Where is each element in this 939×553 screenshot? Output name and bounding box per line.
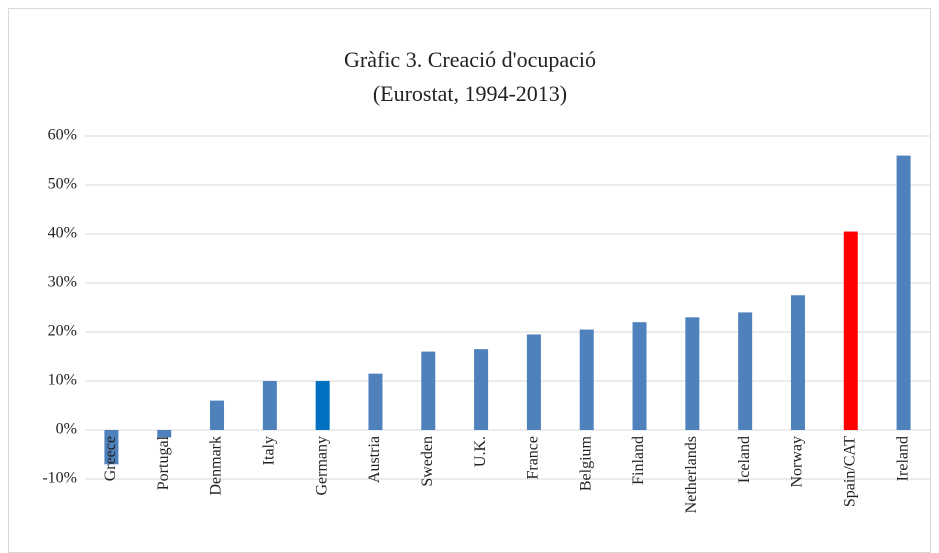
- y-tick-label: 30%: [48, 274, 77, 291]
- x-tick-label: Greece: [102, 436, 119, 481]
- chart-subtitle: (Eurostat, 1994-2013): [373, 81, 567, 106]
- y-tick-label: 50%: [48, 176, 77, 193]
- x-tick-label: France: [525, 436, 542, 480]
- bar: [790, 295, 805, 430]
- y-tick-label: -10%: [42, 470, 77, 487]
- x-tick-label: Netherlands: [683, 436, 700, 513]
- x-tick-label: Iceland: [736, 436, 753, 483]
- bar: [368, 373, 383, 430]
- bar: [104, 430, 119, 465]
- x-tick-label: Ireland: [894, 436, 911, 481]
- y-tick-label: 40%: [48, 225, 77, 242]
- bar: [632, 322, 647, 430]
- y-tick-label: 20%: [48, 323, 77, 340]
- x-tick-label: Denmark: [208, 436, 225, 496]
- bar: [685, 317, 700, 430]
- bar: [843, 231, 858, 430]
- y-tick-label: 60%: [48, 127, 77, 144]
- x-tick-label: Finland: [630, 436, 647, 485]
- y-tick-label: 10%: [48, 372, 77, 389]
- x-tick-label: Austria: [366, 436, 383, 483]
- bar: [315, 381, 330, 430]
- chart-title: Gràfic 3. Creació d'ocupació: [344, 47, 596, 72]
- bar: [738, 312, 753, 430]
- bar: [474, 349, 489, 430]
- x-tick-label: Norway: [789, 436, 806, 488]
- x-tick-label: Belgium: [577, 435, 594, 491]
- chart-frame: [8, 8, 931, 553]
- x-tick-label: Spain/CAT: [841, 436, 858, 507]
- bar: [262, 381, 277, 430]
- x-tick-label: Portugal: [155, 435, 172, 490]
- x-tick-label: Italy: [261, 436, 278, 465]
- bar: [526, 334, 541, 430]
- bar: [157, 430, 172, 438]
- bar: [896, 155, 911, 430]
- bar: [421, 351, 436, 430]
- bar: [210, 400, 225, 430]
- x-tick-label: U.K.: [472, 436, 489, 467]
- x-tick-label: Germany: [313, 436, 330, 496]
- y-tick-label: 0%: [56, 421, 77, 438]
- x-tick-label: Sweden: [419, 436, 436, 487]
- bar: [579, 329, 594, 430]
